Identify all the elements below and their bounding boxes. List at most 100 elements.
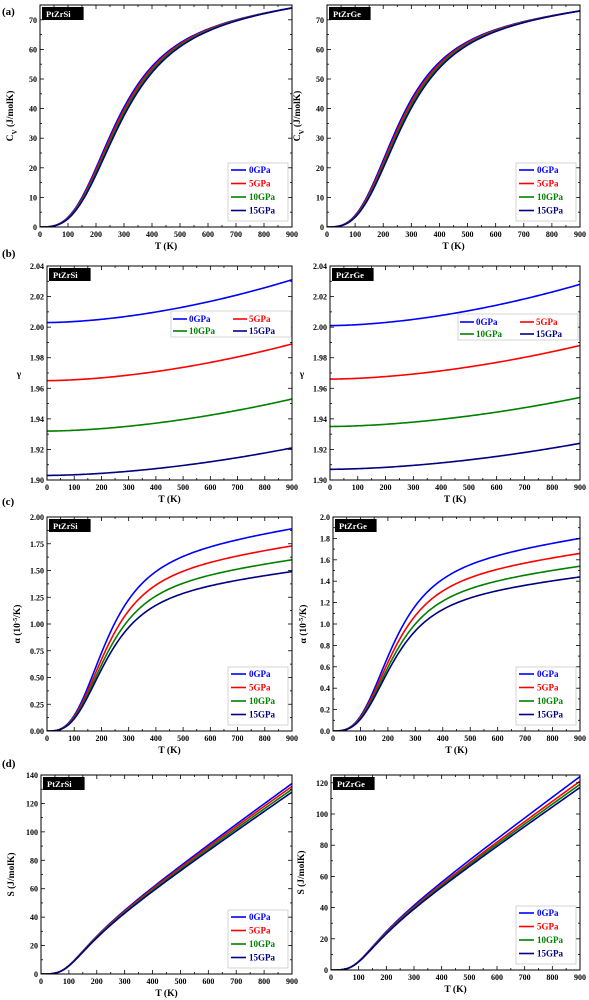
series-group [47, 278, 292, 477]
series-line-15gpa [40, 7, 292, 227]
legend-label: 10GPa [189, 326, 215, 336]
x-tick-label: 500 [464, 734, 476, 743]
x-tick-label: 600 [490, 230, 502, 239]
series-line-5gpa [47, 545, 292, 731]
y-axis-label: CV (J/molK) [292, 91, 306, 142]
series-line-5gpa [330, 344, 580, 380]
legend-label: 10GPa [537, 192, 563, 202]
series-group [327, 10, 580, 227]
y-tick-label: 1.90 [313, 476, 327, 485]
series-line-15gpa [47, 447, 292, 477]
y-tick-label: 0.6 [320, 663, 330, 672]
chart-ptzrge-gamma: 0 100 200 300 400 500 600 700 800 900 1.90 1.92 1.94… [299, 262, 586, 505]
compound-badge [43, 777, 85, 790]
series-line-15gpa [47, 570, 292, 731]
y-axis-label: S (J/molK) [6, 852, 17, 896]
x-tick-label: 300 [409, 734, 421, 743]
x-tick-label: 600 [204, 734, 216, 743]
legend-label: 10GPa [537, 696, 563, 706]
y-tick-label: 2.04 [313, 262, 327, 271]
legend-box [515, 162, 577, 222]
series-line-10gpa [47, 559, 292, 731]
chart-ptzrsi-alpha: 0 100 200 300 400 500 600 700 800 900 0.00 0.25 0.50… [12, 513, 299, 756]
y-tick-label: 100 [26, 828, 38, 837]
x-tick-label: 500 [463, 973, 475, 982]
legend-label: 5GPa [537, 922, 559, 932]
y-tick-label: 50 [29, 75, 37, 84]
x-tick-label: 400 [433, 230, 445, 239]
x-tick-label: 0 [39, 977, 43, 986]
legend-label: 15GPa [249, 206, 275, 216]
x-tick-label: 800 [547, 734, 559, 743]
series-line-10gpa [330, 396, 580, 428]
y-tick-label: 40 [29, 105, 37, 114]
x-tick-label: 100 [62, 230, 74, 239]
panel-letter: (b) [2, 248, 16, 260]
y-tick-label: 40 [30, 913, 38, 922]
x-tick-label: 100 [349, 230, 361, 239]
y-tick-label: 0 [324, 966, 328, 975]
x-tick-label: 800 [258, 977, 270, 986]
series-line-0gpa [47, 527, 292, 731]
legend-label: 5GPa [249, 314, 271, 324]
series-group [41, 782, 292, 974]
y-tick-label: 60 [320, 872, 328, 881]
y-tick-label: 1.98 [313, 354, 327, 363]
x-tick-label: 400 [147, 977, 159, 986]
y-tick-label: 2.00 [30, 513, 44, 522]
x-tick-label: 200 [95, 483, 107, 492]
x-tick-label: 0 [45, 483, 49, 492]
x-tick-label: 300 [123, 734, 135, 743]
y-tick-label: 1.98 [30, 354, 44, 363]
compound-badge [329, 7, 371, 20]
x-axis-label: T (K) [158, 494, 180, 505]
x-tick-label: 700 [232, 734, 244, 743]
series-line-5gpa [47, 343, 292, 382]
legend-label: 0GPa [249, 669, 271, 679]
x-tick-label: 100 [354, 734, 366, 743]
series-group [331, 775, 580, 970]
y-axis-label: CV (J/molK) [5, 91, 19, 142]
legend-label: 5GPa [536, 317, 558, 327]
x-tick-label: 600 [204, 483, 216, 492]
y-tick-label: 0.2 [320, 706, 330, 715]
x-tick-label: 800 [546, 973, 558, 982]
x-tick-label: 900 [286, 483, 298, 492]
compound-label: PtZrGe [339, 521, 367, 531]
x-tick-label: 800 [546, 483, 558, 492]
x-tick-label: 900 [574, 734, 586, 743]
legend-label: 5GPa [537, 683, 559, 693]
y-tick-label: 2.04 [30, 262, 44, 271]
x-tick-label: 600 [492, 734, 504, 743]
y-axis-label: γ [16, 370, 22, 380]
y-tick-label: 120 [26, 799, 38, 808]
y-axis-label: α (10-5/K) [298, 605, 310, 644]
y-tick-label: 20 [316, 164, 324, 173]
compound-label: PtZrSi [46, 9, 71, 19]
x-tick-label: 100 [63, 977, 75, 986]
y-tick-label: 2.02 [30, 293, 44, 302]
x-tick-label: 900 [286, 230, 298, 239]
x-tick-label: 300 [405, 230, 417, 239]
compound-badge [333, 777, 375, 790]
panel-letter: (d) [2, 758, 16, 770]
x-tick-label: 0 [325, 230, 329, 239]
y-tick-label: 40 [320, 904, 328, 913]
x-axis-label: T (K) [155, 241, 177, 252]
x-tick-label: 300 [123, 483, 135, 492]
y-tick-label: 1.6 [320, 556, 330, 565]
x-tick-label: 900 [286, 734, 298, 743]
y-tick-label: 0.75 [30, 647, 44, 656]
y-tick-label: 1.96 [30, 384, 44, 393]
series-line-10gpa [333, 565, 580, 731]
panel-letter: (c) [2, 496, 15, 508]
legend-label: 0GPa [476, 317, 498, 327]
legend-box [227, 162, 289, 222]
legend-box [515, 666, 577, 726]
y-tick-label: 1.8 [320, 534, 330, 543]
y-tick-label: 20 [30, 942, 38, 951]
legend-label: 5GPa [249, 683, 271, 693]
x-axis-label: T (K) [158, 745, 180, 756]
x-tick-label: 900 [574, 973, 586, 982]
